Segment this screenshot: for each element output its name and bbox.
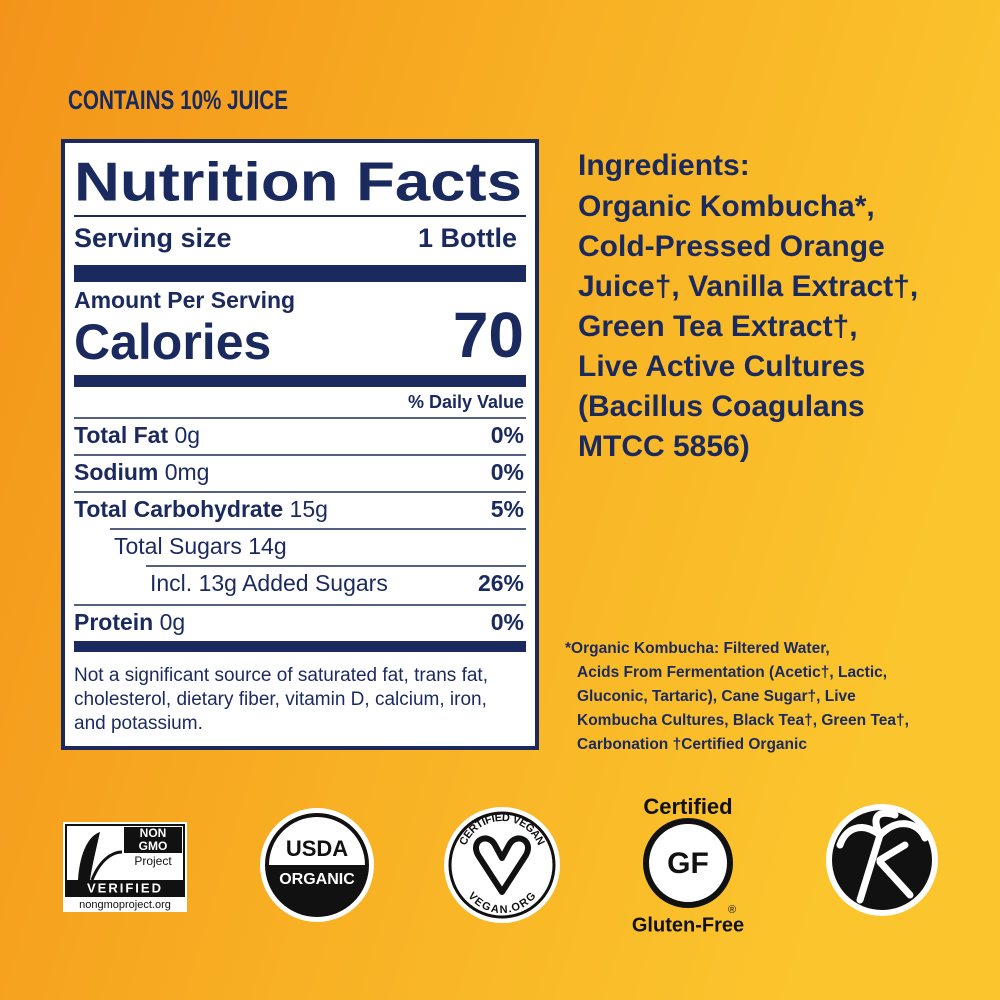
badge-block xyxy=(124,827,182,853)
heart-v xyxy=(473,835,531,895)
badge-text: USDA xyxy=(286,836,348,861)
badge-ring xyxy=(448,811,556,919)
badge-text: GF xyxy=(667,847,709,880)
badge-text: Gluten-Free xyxy=(632,914,744,936)
kosher-badge xyxy=(826,804,938,916)
non-gmo-badge: NON GMO Project VERIFIED nongmoproject.o… xyxy=(63,822,187,912)
badge-bg xyxy=(444,807,560,923)
badge-block xyxy=(66,880,184,896)
nutrient-row: Sodium 0mg xyxy=(74,459,209,485)
daily-value: 26% xyxy=(478,570,524,596)
nutrient-row: Total Carbohydrate 15g xyxy=(74,496,328,522)
thick-rule xyxy=(74,265,526,282)
badge-text: ® xyxy=(728,904,736,916)
daily-value: 0% xyxy=(491,459,524,485)
ingredient-line: Organic Kombucha*, xyxy=(578,190,875,223)
nutrition-footnote: cholesterol, dietary fiber, vitamin D, c… xyxy=(74,689,487,710)
nutrient-name: Total Carbohydrate xyxy=(74,496,283,522)
serving-value: 1 Bottle xyxy=(418,223,517,253)
badge-text: nongmoproject.org xyxy=(79,899,171,911)
nutrient-sub: Total Sugars 14g xyxy=(114,533,287,559)
nutrient-sub: Incl. 13g Added Sugars xyxy=(150,570,388,596)
palm-k xyxy=(836,809,929,904)
nutrition-footnote: and potassium. xyxy=(74,713,203,734)
nutrient-row: Total Fat 0g xyxy=(74,422,200,448)
nutrition-footnote: Not a significant source of saturated fa… xyxy=(74,665,488,686)
ingredient-line: MTCC 5856) xyxy=(578,430,750,463)
daily-value: 0% xyxy=(491,422,524,448)
ingredient-line: Green Tea Extract†, xyxy=(578,310,858,343)
vegan-badge: CERTIFIED VEGAN VEGAN.ORG xyxy=(444,807,560,923)
badge-ring xyxy=(643,818,733,908)
nutrition-title: Nutrition Facts xyxy=(74,151,522,213)
daily-value-header: % Daily Value xyxy=(408,392,524,412)
badge-text: NON xyxy=(140,826,167,840)
badge-text: ORGANIC xyxy=(279,871,355,888)
ingredient-footnote: Kombucha Cultures, Black Tea†, Green Tea… xyxy=(577,712,909,729)
ingredient-footnote: Acids From Fermentation (Acetic†, Lactic… xyxy=(577,664,887,681)
badge-text: VERIFIED xyxy=(87,880,163,895)
usda-badge: USDA ORGANIC xyxy=(260,808,374,922)
ingredient-footnote: Gluconic, Tartaric), Cane Sugar†, Live xyxy=(577,688,856,705)
calories-value: 70 xyxy=(453,299,524,371)
calories-label: Calories xyxy=(74,314,271,370)
nutrient-name: Total Fat xyxy=(74,422,168,448)
ingredient-line: (Bacillus Coagulans xyxy=(578,390,865,423)
thick-rule xyxy=(74,641,526,652)
leaf-stem xyxy=(90,850,123,881)
nutrient-amount: 0g xyxy=(160,609,186,635)
badge-text: Project xyxy=(134,854,172,868)
ingredient-line: Live Active Cultures xyxy=(578,350,865,383)
badge-text: GMO xyxy=(139,839,168,853)
ingredient-footnote: *Organic Kombucha: Filtered Water, xyxy=(565,640,830,657)
amount-per-serving: Amount Per Serving xyxy=(74,287,295,313)
badge-half xyxy=(267,865,367,915)
daily-value: 5% xyxy=(491,496,524,522)
thick-rule xyxy=(74,375,526,387)
ingredients-heading: Ingredients: xyxy=(578,149,750,182)
badge-text: Certified xyxy=(643,794,732,819)
nutrient-amount: 15g xyxy=(290,496,328,522)
nutrient-name: Sodium xyxy=(74,459,158,485)
nutrient-amount: 0mg xyxy=(165,459,210,485)
banner: CONTAINS 10% JUICE xyxy=(68,85,288,115)
nutrient-row: Protein 0g xyxy=(74,609,185,635)
ingredient-line: Cold-Pressed Orange xyxy=(578,230,885,263)
nutrient-name: Protein xyxy=(74,609,153,635)
gf-badge: Certified GF Gluten-Free ® xyxy=(632,794,744,936)
leaf xyxy=(78,832,100,880)
daily-value: 0% xyxy=(491,609,524,635)
ingredient-line: Juice†, Vanilla Extract†, xyxy=(578,270,918,303)
ingredient-footnote: Carbonation †Certified Organic xyxy=(577,736,807,753)
nutrient-amount: 0g xyxy=(175,422,201,448)
serving-label: Serving size xyxy=(74,223,232,253)
